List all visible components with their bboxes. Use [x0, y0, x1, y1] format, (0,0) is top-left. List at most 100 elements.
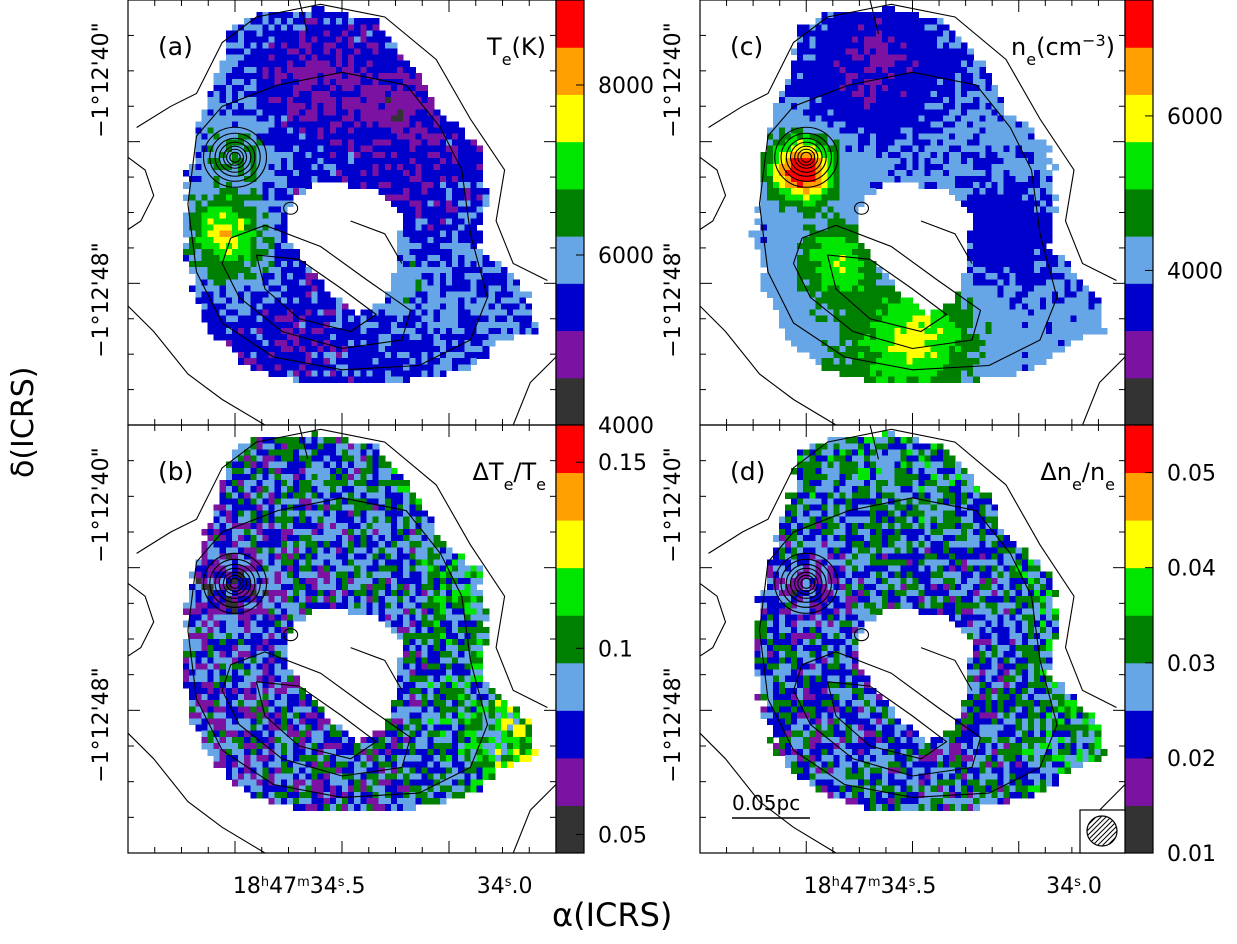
heatmap-cell — [445, 352, 453, 359]
heatmap-cell — [225, 486, 233, 493]
heatmap-cell — [384, 91, 392, 98]
heatmap-cell — [299, 346, 306, 353]
heatmap-cell — [274, 358, 282, 365]
heatmap-cell — [772, 212, 780, 220]
heatmap-cell — [445, 553, 453, 561]
heatmap-cell — [464, 358, 471, 365]
heatmap-cell — [464, 236, 471, 244]
heatmap-cell — [409, 773, 416, 781]
heatmap-cell — [244, 700, 251, 707]
heatmap-cell — [427, 522, 435, 530]
heatmap-cell — [427, 565, 435, 573]
heatmap-cell — [525, 303, 533, 311]
heatmap-cell — [280, 346, 288, 353]
heatmap-cell — [293, 437, 300, 444]
heatmap-cell — [360, 85, 368, 92]
heatmap-cell — [397, 279, 404, 286]
heatmap-cell — [409, 632, 416, 640]
heatmap-cell — [268, 127, 276, 135]
heatmap-cell — [305, 273, 313, 280]
heatmap-cell — [305, 109, 313, 116]
heatmap-cell — [366, 510, 374, 518]
heatmap-cell — [488, 749, 496, 756]
heatmap-cell — [274, 486, 282, 493]
heatmap-cell — [286, 571, 294, 579]
heatmap-cell — [250, 97, 257, 104]
heatmap-cell — [250, 115, 257, 123]
heatmap-cell — [785, 248, 792, 256]
heatmap-cell — [390, 498, 398, 506]
heatmap-cell — [201, 602, 209, 610]
heatmap-cell — [274, 608, 282, 616]
heatmap-cell — [268, 443, 276, 451]
heatmap-cell — [195, 121, 202, 129]
heatmap-cell — [409, 103, 416, 110]
heatmap-cell — [286, 97, 294, 104]
heatmap-cell — [348, 48, 355, 56]
heatmap-cell — [195, 248, 202, 256]
heatmap-cell — [274, 236, 282, 244]
heatmap-cell — [317, 547, 325, 554]
heatmap-cell — [452, 303, 459, 311]
heatmap-cell — [494, 694, 502, 701]
heatmap-cell — [348, 535, 355, 542]
heatmap-cell — [384, 66, 392, 74]
heatmap-cell — [378, 749, 386, 756]
heatmap-cell — [409, 97, 416, 104]
heatmap-cell — [390, 370, 398, 378]
heatmap-cell — [445, 559, 453, 567]
heatmap-cell — [482, 712, 490, 720]
heatmap-cell — [476, 297, 484, 305]
heatmap-cell — [189, 267, 196, 274]
heatmap-cell — [262, 473, 270, 481]
heatmap-cell — [397, 267, 404, 274]
heatmap-cell — [280, 36, 288, 44]
heatmap-cell — [378, 85, 386, 92]
heatmap-cell — [317, 346, 325, 353]
heatmap-cell — [286, 687, 294, 695]
heatmap-cell — [317, 115, 325, 123]
heatmap-cell — [397, 687, 404, 695]
heatmap-cell — [280, 157, 288, 165]
heatmap-cell — [397, 315, 404, 323]
heatmap-cell — [439, 773, 447, 781]
heatmap-cell — [268, 364, 276, 371]
heatmap-cell — [433, 675, 441, 683]
heatmap-cell — [262, 577, 270, 585]
heatmap-cell — [201, 133, 209, 141]
heatmap-cell — [525, 749, 533, 756]
heatmap-cell — [274, 797, 282, 805]
heatmap-cell — [262, 528, 270, 536]
heatmap-cell — [482, 188, 490, 195]
heatmap-cell — [299, 24, 306, 31]
heatmap-cell — [219, 577, 227, 585]
heatmap-cell — [286, 742, 294, 750]
heatmap-cell — [207, 218, 215, 226]
heatmap-cell — [323, 443, 331, 451]
heatmap-cell — [470, 340, 478, 347]
heatmap-cell — [409, 657, 416, 665]
heatmap-cell — [189, 285, 196, 293]
heatmap-cell — [286, 694, 294, 701]
heatmap-cell — [766, 285, 774, 293]
heatmap-cell — [293, 297, 300, 305]
heatmap-cell — [415, 248, 423, 256]
heatmap-cell — [231, 248, 239, 256]
heatmap-cell — [409, 755, 416, 762]
heatmap-cell — [342, 376, 349, 384]
heatmap-cell — [195, 602, 202, 610]
heatmap-cell — [207, 236, 215, 244]
heatmap-cell — [439, 224, 447, 232]
heatmap-cell — [250, 730, 257, 738]
heatmap-cell — [525, 724, 533, 732]
heatmap-cell — [268, 473, 276, 481]
heatmap-cell — [366, 85, 374, 92]
heatmap-cell — [421, 767, 429, 775]
heatmap-cell — [439, 724, 447, 732]
heatmap-cell — [305, 12, 313, 19]
heatmap-cell — [378, 608, 386, 616]
heatmap-cell — [201, 541, 209, 548]
heatmap-cell — [378, 145, 386, 153]
heatmap-cell — [293, 151, 300, 159]
heatmap-cell — [415, 182, 423, 189]
